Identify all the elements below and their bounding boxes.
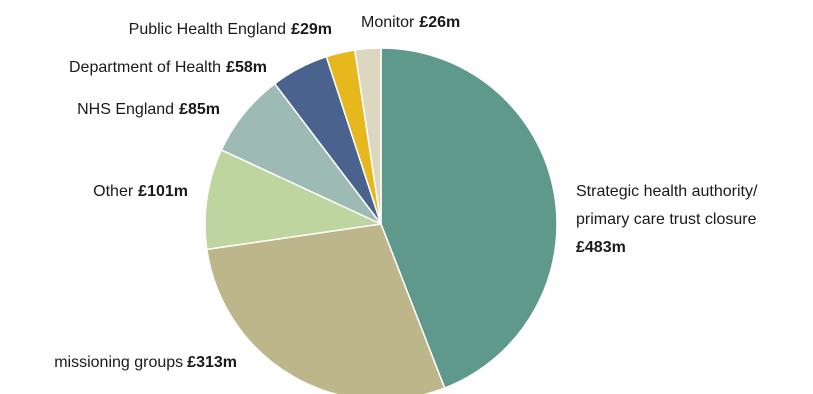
slice-label-sha-pct-line2: primary care trust closure <box>576 211 757 228</box>
slice-label-public-health-england-name: Public Health England <box>129 21 286 38</box>
slice-value-department-of-health: £58m <box>226 59 267 76</box>
pie-slice-other <box>204 149 382 251</box>
slice-label-department-of-health-name: Department of Health <box>69 59 221 76</box>
slice-label-public-health-england: Public Health England £29m <box>129 21 332 38</box>
slice-label-nhs-england-name: NHS England <box>77 101 174 118</box>
slice-label-ccg-name: missioning groups <box>54 354 183 371</box>
slice-value-public-health-england: £29m <box>291 21 332 38</box>
slice-label-nhs-england: NHS England £85m <box>77 101 220 118</box>
slice-value-other: £101m <box>138 183 188 200</box>
slice-label-sha-pct-line1: Strategic health authority/ <box>576 183 758 200</box>
slice-label-ccg: missioning groups £313m <box>54 354 237 371</box>
slice-value-ccg: £313m <box>187 354 237 371</box>
slice-label-monitor: Monitor £26m <box>361 14 460 31</box>
pie-slice-clinical-commissioning-groups <box>206 223 446 394</box>
slice-label-department-of-health: Department of Health £58m <box>69 59 267 76</box>
slice-label-other-name: Other <box>93 183 134 200</box>
slice-value-nhs-england: £85m <box>179 101 220 118</box>
slice-label-other: Other £101m <box>93 183 188 200</box>
slice-label-monitor-name: Monitor <box>361 14 415 31</box>
slice-value-sha-pct: £483m <box>576 239 626 256</box>
slice-value-monitor: £26m <box>419 14 460 31</box>
pie-slice-monitor <box>354 47 382 225</box>
pie-slices <box>204 47 558 394</box>
pie-slice-strategic-health-authority-primary-care-trust-closure <box>380 47 558 389</box>
